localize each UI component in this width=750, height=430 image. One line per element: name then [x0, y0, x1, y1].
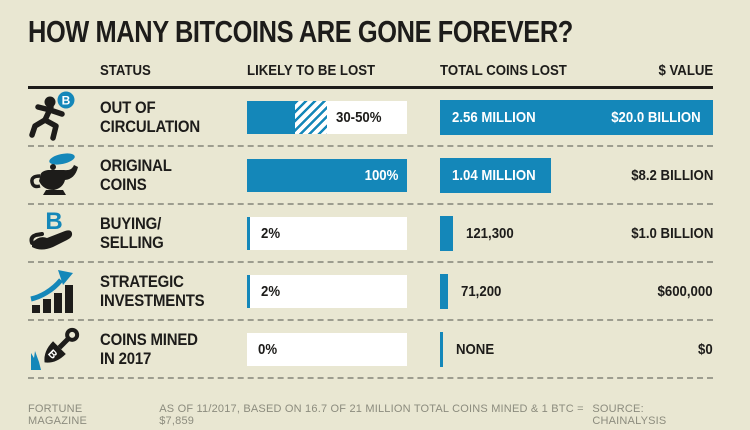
- table-row: B OUT OF CIRCULATION 30-50% 2.56 MILLION…: [28, 89, 713, 147]
- likely-lost-bar: 0%: [247, 332, 407, 366]
- likely-lost-bar: 2%: [247, 274, 407, 308]
- table-header: STATUS LIKELY TO BE LOST TOTAL COINS LOS…: [28, 62, 713, 89]
- footer-note: AS OF 11/2017, BASED ON 16.7 OF 21 MILLI…: [159, 403, 584, 427]
- svg-text:B: B: [62, 94, 71, 108]
- footer: FORTUNE MAGAZINE AS OF 11/2017, BASED ON…: [28, 403, 713, 427]
- coins-lost-bar: [440, 215, 453, 251]
- footer-brand: FORTUNE MAGAZINE: [28, 403, 88, 427]
- status-label: STRATEGIC INVESTMENTS: [100, 271, 205, 310]
- coins-lost-value: 1.04 MILLION: [452, 166, 536, 184]
- status-label: COINS MINED IN 2017: [100, 329, 198, 368]
- genie-lamp-icon: [28, 150, 100, 200]
- column-header-total-coins: TOTAL COINS LOST: [440, 62, 567, 79]
- dollar-value: $600,000: [657, 282, 713, 300]
- status-label: BUYING/ SELLING: [100, 213, 164, 252]
- coins-lost-bar: [440, 99, 713, 135]
- dollar-value: $20.0 BILLION: [611, 108, 701, 126]
- dollar-value: $8.2 BILLION: [630, 166, 713, 184]
- table-row: B BUYING/ SELLING 2% 121,300 $1.0 BILLIO…: [28, 205, 713, 263]
- likely-lost-bar: 30-50%: [247, 100, 407, 134]
- bar-hatch-fill: [295, 100, 327, 134]
- runner-bitcoin-icon: B: [28, 90, 100, 144]
- hand-bitcoin-icon: B: [28, 207, 100, 259]
- likely-lost-bar: 2%: [247, 216, 407, 250]
- column-header-likely-lost: LIKELY TO BE LOST: [247, 62, 376, 79]
- coins-lost-bar: [440, 273, 448, 309]
- column-header-status: STATUS: [100, 62, 151, 79]
- bar-solid-fill: [247, 158, 407, 192]
- coins-lost-bar: [440, 331, 443, 367]
- coins-lost-value: 121,300: [465, 224, 514, 242]
- column-header-value: $ VALUE: [658, 62, 713, 79]
- svg-text:B: B: [45, 208, 62, 235]
- coins-lost-value: 2.56 MILLION: [452, 108, 536, 126]
- bar-solid-fill: [247, 216, 251, 250]
- page-title: HOW MANY BITCOINS ARE GONE FOREVER?: [28, 14, 573, 49]
- status-label: OUT OF CIRCULATION: [100, 97, 201, 136]
- coins-lost-value: NONE: [456, 340, 495, 358]
- likely-lost-value: 2%: [261, 224, 281, 242]
- likely-lost-value: 0%: [258, 340, 278, 358]
- likely-lost-bar: 100%: [247, 158, 407, 192]
- bar-solid-fill: [247, 274, 251, 308]
- table-row: ORIGINAL COINS 100% 1.04 MILLION $8.2 BI…: [28, 147, 713, 205]
- growth-chart-arrow-icon: [28, 266, 100, 316]
- likely-lost-value: 30-50%: [336, 108, 382, 126]
- bar-solid-fill: [247, 100, 295, 134]
- footer-source: SOURCE: CHAINALYSIS: [592, 403, 667, 427]
- dollar-value: $1.0 BILLION: [630, 224, 713, 242]
- likely-lost-value: 100%: [364, 166, 398, 184]
- status-label: ORIGINAL COINS: [100, 155, 172, 194]
- table-row: STRATEGIC INVESTMENTS 2% 71,200 $600,000: [28, 263, 713, 321]
- shovel-bitcoin-icon: B: [28, 323, 100, 375]
- coins-lost-bar: [440, 157, 551, 193]
- coins-lost-value: 71,200: [460, 282, 501, 300]
- dollar-value: $0: [698, 340, 713, 358]
- likely-lost-value: 2%: [261, 282, 281, 300]
- table-row: B COINS MINED IN 2017 0% NONE $0: [28, 321, 713, 379]
